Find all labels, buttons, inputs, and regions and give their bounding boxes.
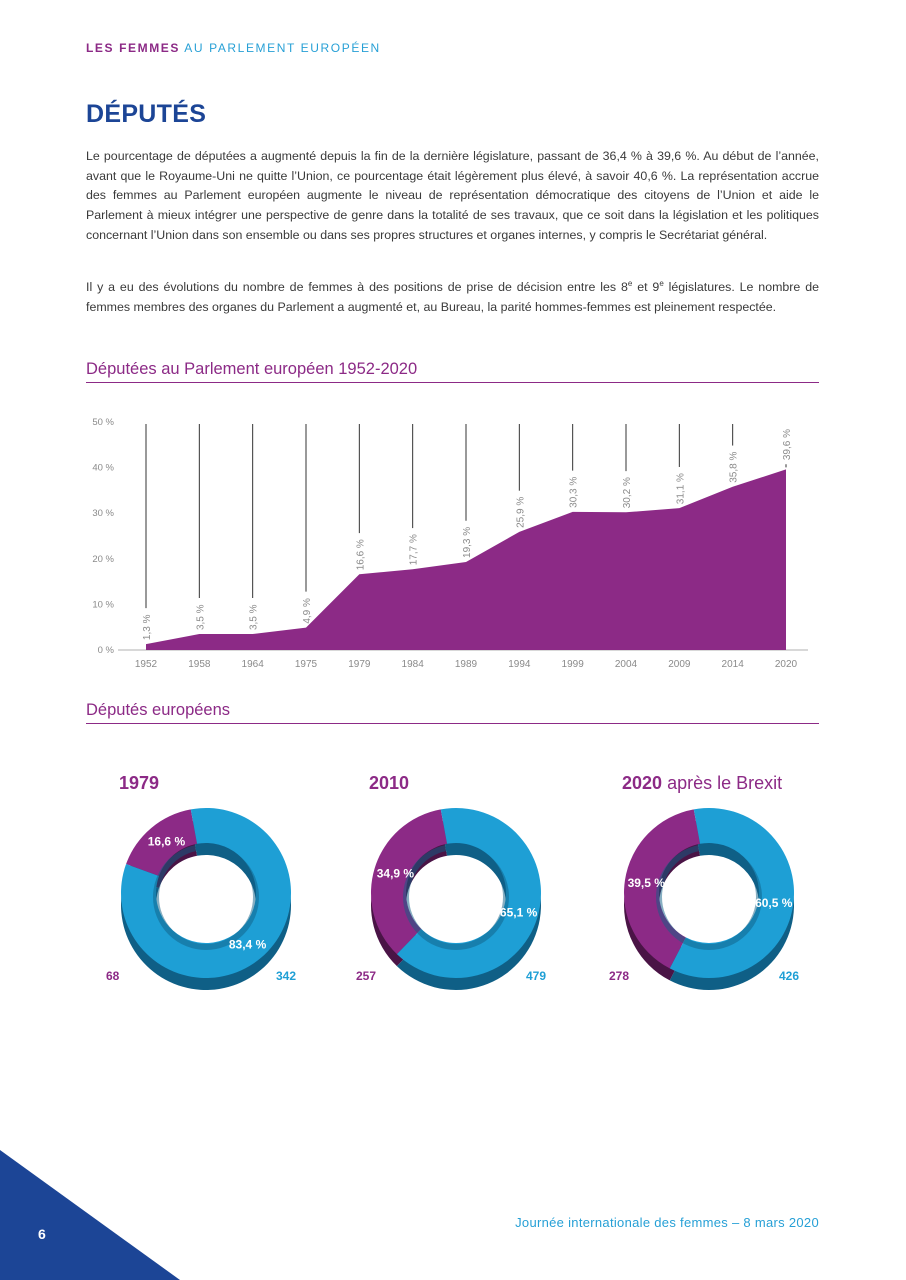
women-percent-label: 16,6 %: [148, 834, 186, 848]
y-tick-label: 10 %: [92, 599, 114, 610]
value-label: 31,1 %: [675, 473, 686, 504]
footer-text: Journée internationale des femmes – 8 ma…: [515, 1215, 819, 1230]
donut-year: 2010: [369, 773, 410, 793]
women-meps-area-chart: 0 % 10 % 20 % 30 % 40 % 50 % 1,3 % 1952 3,5 % 195…: [92, 417, 808, 670]
paragraph-2: Il y a eu des évolutions du nombre de fe…: [86, 278, 819, 317]
men-percent-label: 65,1 %: [500, 906, 538, 920]
x-tick-label: 1964: [242, 659, 265, 670]
x-tick-label: 2020: [775, 659, 798, 670]
paragraph-2-part-1: Il y a eu des évolutions du nombre de fe…: [86, 280, 628, 294]
men-count: 426: [778, 969, 799, 983]
paragraph-2-part-2: et 9: [632, 280, 660, 294]
y-tick-label: 20 %: [92, 554, 114, 565]
area-chart-title: Députées au Parlement européen 1952-2020: [86, 360, 819, 383]
donut-subtitle: après le Brexit: [667, 773, 783, 793]
inner-wall: [656, 844, 762, 950]
y-tick-label: 50 %: [92, 417, 114, 428]
women-segment: [126, 809, 198, 876]
donut-chart-1979: 1979 16,6 % 83,4 % 68 342: [86, 770, 316, 995]
women-percent-label: 34,9 %: [377, 866, 415, 880]
inner-wall: [403, 844, 509, 950]
donut-section-title: Députés européens: [86, 701, 819, 724]
value-label: 1,3 %: [142, 614, 153, 640]
x-tick-label: 1984: [402, 659, 425, 670]
donut-graphic: 16,6 % 83,4 %: [121, 807, 292, 990]
header-strong: LES FEMMES: [86, 41, 181, 55]
women-percent-label: 39,5 %: [628, 876, 666, 890]
paragraph-1: Le pourcentage de députées a augmenté de…: [86, 149, 819, 242]
ordinal-suffix-2: e: [659, 278, 664, 288]
x-tick-label: 1994: [508, 659, 531, 670]
value-label: 16,6 %: [355, 539, 366, 570]
corner-decoration: [0, 1150, 180, 1280]
value-label: 3,5 %: [249, 604, 260, 630]
donut-chart-2020: 2020 après le Brexit 39,5 % 60,5 % 278 42…: [589, 770, 819, 995]
men-segment: [121, 807, 292, 978]
donut-year: 1979: [119, 773, 160, 793]
women-count: 278: [609, 969, 630, 983]
donut-graphic: 34,9 % 65,1 %: [370, 807, 541, 990]
running-header: LES FEMMES AU PARLEMENT EUROPÉEN: [86, 41, 381, 55]
value-label: 4,9 %: [302, 598, 313, 624]
x-tick-label: 1975: [295, 659, 318, 670]
y-tick-label: 0 %: [98, 645, 115, 656]
value-label: 39,6 %: [782, 429, 793, 460]
men-segment: [669, 807, 795, 978]
donut-title: 2020 après le Brexit: [622, 773, 782, 794]
women-segment: [624, 809, 701, 969]
x-tick-label: 1958: [188, 659, 211, 670]
value-label: 3,5 %: [195, 604, 206, 630]
x-tick-label: 1989: [455, 659, 478, 670]
page-number: 6: [38, 1226, 46, 1242]
women-segment: [370, 809, 448, 955]
ordinal-suffix-1: e: [627, 278, 633, 288]
area-series: [146, 469, 786, 650]
x-tick-label: 2009: [668, 659, 691, 670]
men-segment: [396, 807, 541, 978]
value-label: 30,2 %: [622, 477, 633, 508]
page-title: DÉPUTÉS: [86, 100, 207, 128]
y-tick-label: 40 %: [92, 463, 114, 474]
value-label: 19,3 %: [462, 527, 473, 558]
men-count: 479: [525, 969, 546, 983]
men-count: 342: [275, 969, 296, 983]
x-tick-label: 2004: [615, 659, 638, 670]
y-tick-label: 30 %: [92, 508, 114, 519]
donut-chart-2010: 2010 34,9 % 65,1 % 257 479: [336, 770, 566, 995]
donut-title: 1979: [119, 773, 159, 794]
value-label: 35,8 %: [729, 452, 740, 483]
x-tick-label: 1952: [135, 659, 158, 670]
value-label: 25,9 %: [515, 497, 526, 528]
donut-year: 2020: [622, 773, 663, 793]
men-percent-label: 60,5 %: [755, 896, 793, 910]
x-tick-label: 1999: [562, 659, 585, 670]
women-count: 257: [356, 969, 377, 983]
x-tick-label: 1979: [348, 659, 371, 670]
paragraph-2-part-3: législatures. Le nombre de femmes membre…: [86, 280, 819, 314]
x-tick-label: 2014: [722, 659, 745, 670]
women-count: 68: [106, 969, 120, 983]
header-light: AU PARLEMENT EUROPÉEN: [184, 41, 381, 55]
inner-wall: [153, 844, 259, 950]
donut-title: 2010: [369, 773, 409, 794]
value-label: 17,7 %: [409, 534, 420, 565]
men-percent-label: 83,4 %: [229, 938, 267, 952]
donut-graphic: 39,5 % 60,5 %: [624, 807, 795, 990]
value-label: 30,3 %: [569, 477, 580, 508]
